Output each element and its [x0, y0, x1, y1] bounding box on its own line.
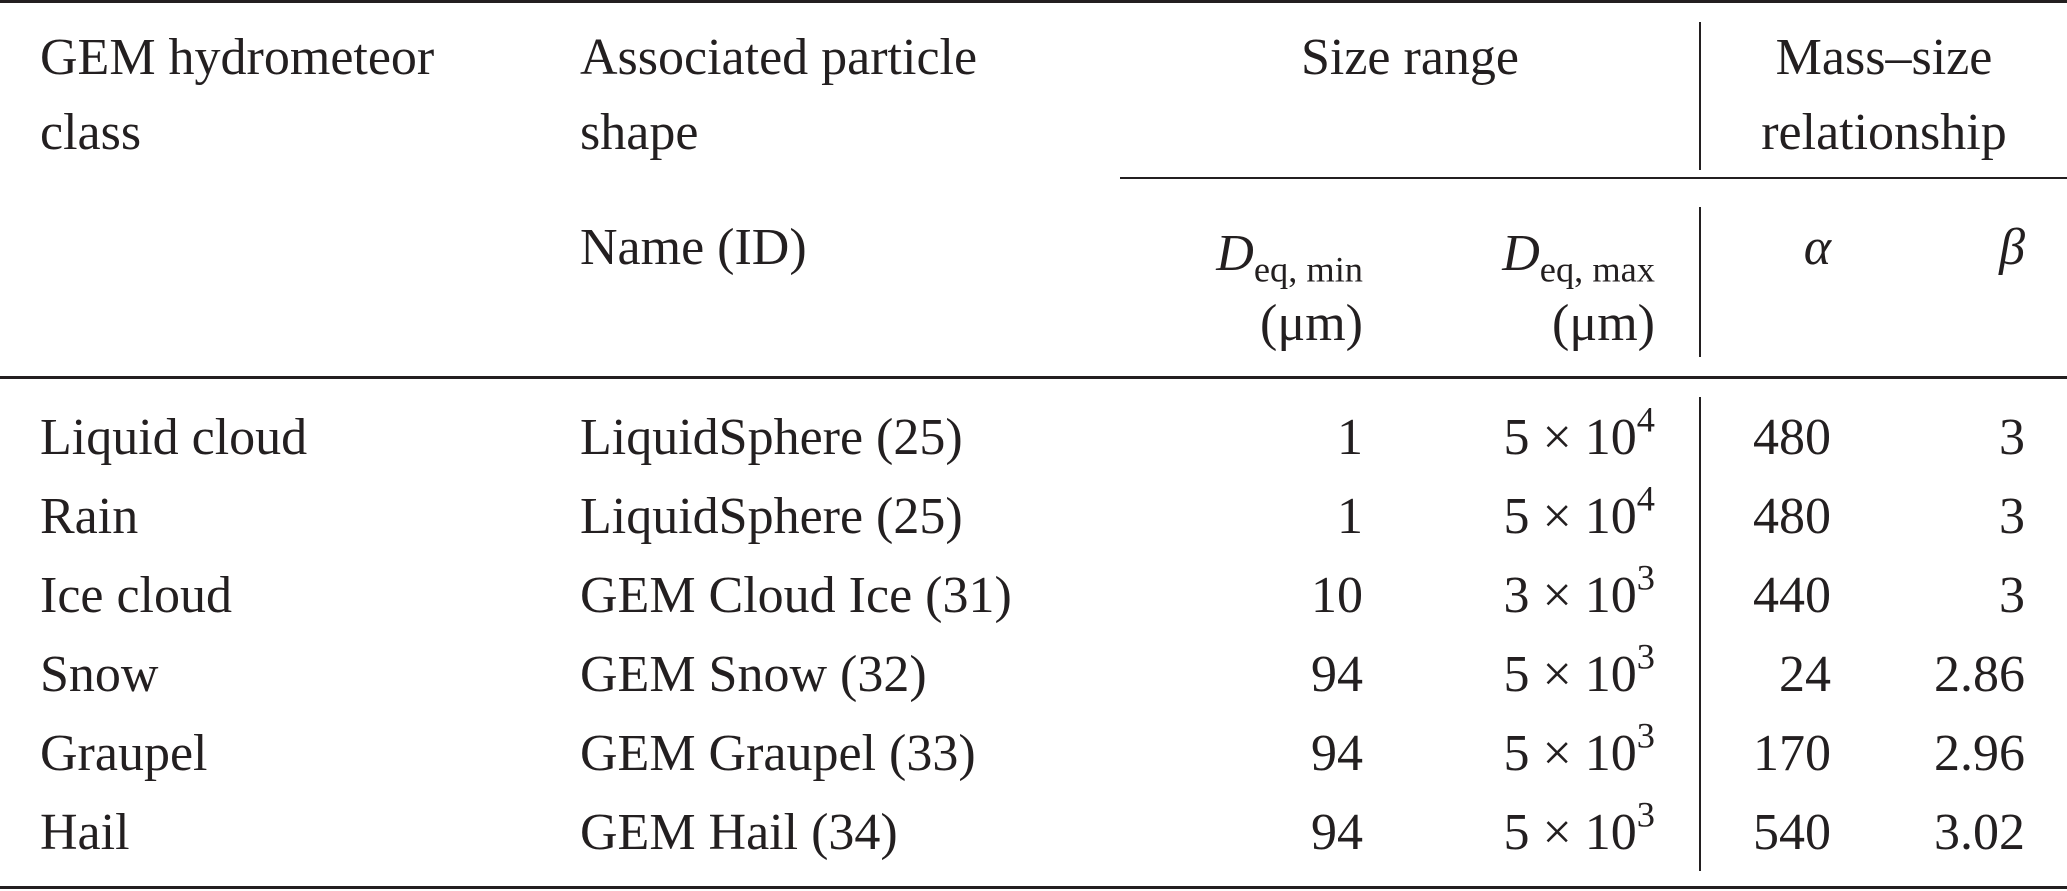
- dmax-base: 3 × 10: [1503, 567, 1637, 624]
- cell-dmin: 94: [1311, 646, 1363, 703]
- cell-class: Liquid cloud: [40, 409, 308, 466]
- dmin-symbol: D: [1216, 225, 1254, 282]
- header-mass-line1: Mass–size: [1775, 29, 1993, 86]
- cell-dmin: 94: [1311, 725, 1363, 782]
- cell-shape: GEM Graupel (33): [580, 725, 976, 782]
- cell-beta: 3: [1999, 488, 2025, 545]
- cell-dmax: 5 × 104: [1503, 401, 1655, 466]
- header-bottom-rule: [0, 376, 2067, 379]
- cell-alpha: 480: [1753, 409, 1831, 466]
- dmax-base: 5 × 10: [1503, 488, 1637, 545]
- header-dmax-unit: (μm): [1552, 295, 1655, 352]
- cell-dmin: 10: [1311, 567, 1363, 624]
- header-dmax: Deq, max: [1502, 225, 1655, 288]
- cell-beta: 2.86: [1934, 646, 2025, 703]
- dmax-exponent: 4: [1636, 478, 1655, 519]
- cell-dmax: 3 × 103: [1503, 559, 1655, 624]
- dmax-symbol: D: [1502, 225, 1540, 282]
- cell-shape: GEM Snow (32): [580, 646, 927, 703]
- cell-alpha: 540: [1753, 804, 1831, 861]
- cell-beta: 3: [1999, 409, 2025, 466]
- vertical-rule-header-sub: [1699, 207, 1701, 357]
- cell-alpha: 170: [1753, 725, 1831, 782]
- cell-alpha: 480: [1753, 488, 1831, 545]
- dmax-subscript: eq, max: [1539, 249, 1655, 290]
- cell-class: Hail: [40, 804, 130, 861]
- cell-class: Graupel: [40, 725, 208, 782]
- header-beta: β: [1999, 222, 2025, 274]
- beta-symbol: β: [1999, 219, 2025, 276]
- header-shape-line1: Associated particle: [580, 29, 978, 86]
- header-dmin-unit: (μm): [1260, 295, 1363, 352]
- cell-beta: 2.96: [1934, 725, 2025, 782]
- cell-dmin: 94: [1311, 804, 1363, 861]
- size-range-rule: [1120, 177, 2067, 179]
- dmax-base: 5 × 10: [1503, 804, 1637, 861]
- dmax-base: 5 × 10: [1503, 725, 1637, 782]
- dmax-exponent: 3: [1636, 715, 1655, 756]
- cell-dmin: 1: [1337, 409, 1363, 466]
- cell-shape: GEM Hail (34): [580, 804, 898, 861]
- cell-shape: LiquidSphere (25): [580, 488, 963, 545]
- cell-shape: LiquidSphere (25): [580, 409, 963, 466]
- dmin-subscript: eq, min: [1253, 249, 1363, 290]
- cell-class: Rain: [40, 488, 139, 545]
- cell-beta: 3.02: [1934, 804, 2025, 861]
- vertical-rule-body: [1699, 397, 1701, 871]
- header-mass-line2: relationship: [1761, 104, 2007, 161]
- cell-class: Snow: [40, 646, 159, 703]
- cell-dmax: 5 × 103: [1503, 717, 1655, 782]
- vertical-rule-header-top: [1699, 22, 1701, 170]
- header-alpha: α: [1804, 222, 1831, 274]
- dmax-base: 5 × 10: [1503, 646, 1637, 703]
- cell-class: Ice cloud: [40, 567, 233, 624]
- cell-alpha: 440: [1753, 567, 1831, 624]
- header-shape-line2: shape: [580, 104, 699, 161]
- cell-dmax: 5 × 103: [1503, 796, 1655, 861]
- dmax-base: 5 × 10: [1503, 409, 1637, 466]
- alpha-symbol: α: [1803, 219, 1831, 276]
- bottom-rule: [0, 886, 2067, 889]
- dmax-exponent: 4: [1636, 399, 1655, 440]
- cell-beta: 3: [1999, 567, 2025, 624]
- cell-shape: GEM Cloud Ice (31): [580, 567, 1012, 624]
- dmax-exponent: 3: [1636, 794, 1655, 835]
- cell-dmin: 1: [1337, 488, 1363, 545]
- header-class-line1: GEM hydrometeor: [40, 29, 435, 86]
- header-dmin: Deq, min: [1216, 225, 1363, 288]
- dmax-exponent: 3: [1636, 557, 1655, 598]
- cell-alpha: 24: [1779, 646, 1831, 703]
- header-class-line2: class: [40, 104, 142, 161]
- header-name-id: Name (ID): [580, 219, 807, 276]
- top-rule: [0, 0, 2067, 3]
- header-size-range: Size range: [1300, 29, 1519, 86]
- cell-dmax: 5 × 104: [1503, 480, 1655, 545]
- cell-dmax: 5 × 103: [1503, 638, 1655, 703]
- dmax-exponent: 3: [1636, 636, 1655, 677]
